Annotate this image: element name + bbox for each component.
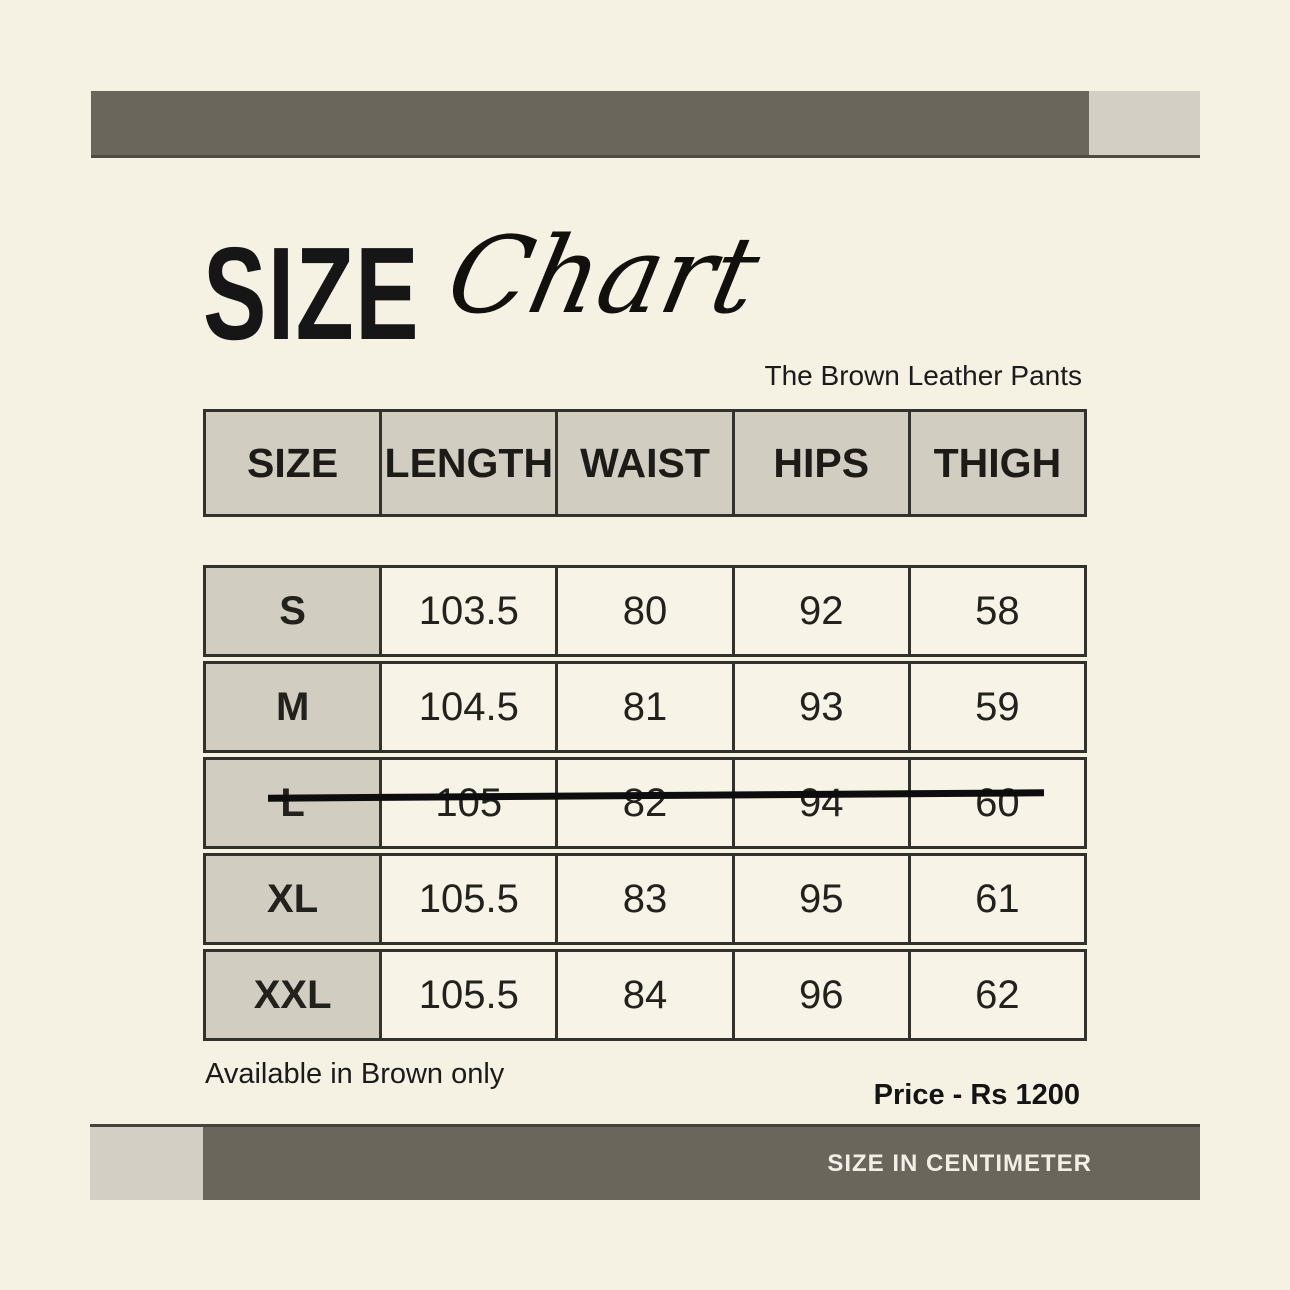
length-cell: 105.5	[379, 856, 555, 942]
waist-cell: 84	[555, 952, 731, 1038]
hips-cell: 96	[731, 952, 908, 1038]
size-cell: L	[206, 760, 380, 846]
length-cell: 103.5	[379, 568, 555, 654]
size-cell: XXL	[206, 952, 380, 1038]
page-title: SIZE	[203, 220, 421, 367]
length-cell: 104.5	[379, 664, 555, 750]
thigh-cell: 62	[907, 952, 1084, 1038]
bottom-bar-dark-segment: SIZE IN CENTIMETER	[203, 1127, 1200, 1200]
column-header-waist: WAIST	[555, 412, 731, 514]
table-row-s: S 103.5 80 92 58	[203, 565, 1087, 657]
table-row-xxl: XXL 105.5 84 96 62	[203, 949, 1087, 1041]
hips-cell: 95	[731, 856, 908, 942]
column-header-length: LENGTH	[379, 412, 555, 514]
column-header-size: SIZE	[247, 439, 339, 486]
table-body: S 103.5 80 92 58 M 104.5 81 93 59 L 105 …	[203, 565, 1087, 1041]
thigh-cell: 58	[907, 568, 1084, 654]
table-header-row: SIZE LENGTH WAIST HIPS THIGH	[203, 409, 1087, 517]
column-header-hips: HIPS	[731, 412, 908, 514]
bottom-bar-light-segment	[90, 1127, 203, 1200]
page-title-script: Chart	[437, 214, 770, 337]
thigh-cell: 61	[907, 856, 1084, 942]
size-cell: M	[206, 664, 380, 750]
table-row-l-struck: L 105 82 94 60	[203, 757, 1087, 849]
product-name: The Brown Leather Pants	[764, 360, 1082, 391]
length-cell: 105	[379, 760, 555, 846]
length-cell: 105.5	[379, 952, 555, 1038]
column-header-thigh: THIGH	[907, 412, 1084, 514]
table-row-xl: XL 105.5 83 95 61	[203, 853, 1087, 945]
thigh-cell: 59	[907, 664, 1084, 750]
thigh-cell: 60	[907, 760, 1084, 846]
waist-cell: 82	[555, 760, 731, 846]
table-row-m: M 104.5 81 93 59	[203, 661, 1087, 753]
top-decorative-bar	[91, 91, 1200, 158]
waist-cell: 83	[555, 856, 731, 942]
bottom-decorative-bar: SIZE IN CENTIMETER	[90, 1124, 1200, 1200]
hips-cell: 94	[731, 760, 908, 846]
size-cell: S	[206, 568, 380, 654]
waist-cell: 80	[555, 568, 731, 654]
waist-cell: 81	[555, 664, 731, 750]
top-bar-light-segment	[1089, 91, 1200, 155]
unit-label: SIZE IN CENTIMETER	[827, 1149, 1092, 1177]
hips-cell: 93	[731, 664, 908, 750]
top-bar-dark-segment	[91, 91, 1089, 155]
hips-cell: 92	[731, 568, 908, 654]
size-cell: XL	[206, 856, 380, 942]
availability-note: Available in Brown only	[205, 1058, 505, 1090]
price-label: Price - Rs 1200	[873, 1079, 1080, 1111]
